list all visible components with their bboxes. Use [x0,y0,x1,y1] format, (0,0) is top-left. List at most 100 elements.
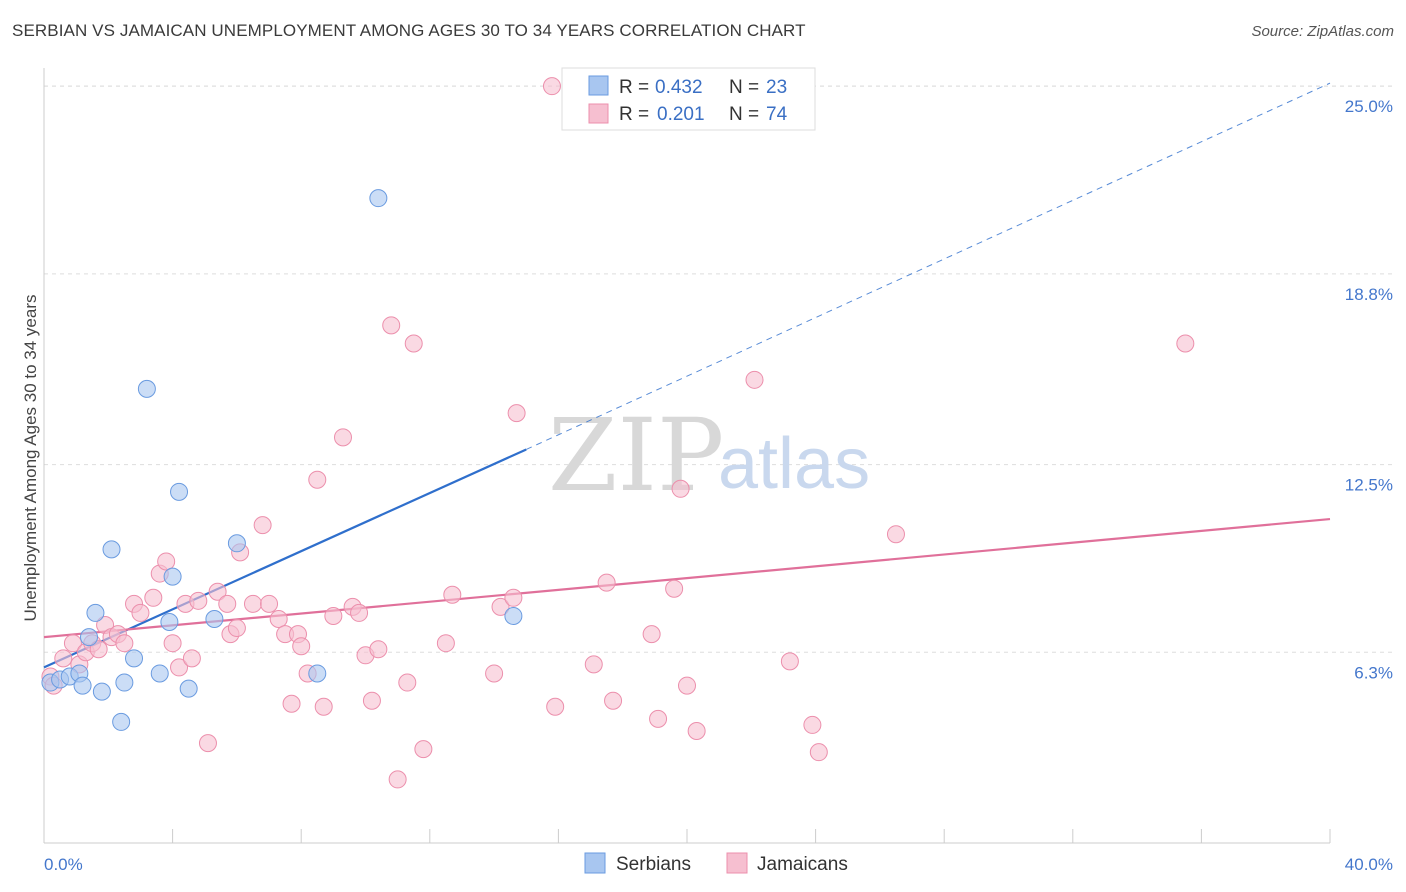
jamaican-point [745,370,764,389]
x-tick-label-min: 0.0% [44,855,83,874]
series-legend-label-serbians: Serbians [616,854,691,875]
jamaican-point [189,591,208,610]
jamaican-point [260,594,279,613]
x-tick-label-max: 40.0% [1345,855,1393,874]
legend-serbians-r-value: 0.432 [655,77,703,98]
jamaican-point [115,634,134,653]
serbian-point [160,613,179,632]
serbian-point [163,567,182,586]
serbian-point [125,649,144,668]
chart-source: Source: ZipAtlas.com [1251,23,1394,40]
watermark-atlas: atlas [718,424,870,504]
jamaican-point [542,77,561,96]
jamaican-point [89,640,108,659]
series-legend: Serbians Jamaicans [584,852,848,875]
legend-jamaicans-r-label: R = [619,104,649,125]
jamaican-point [491,597,510,616]
legend-jamaicans-n-label: N = [729,104,759,125]
jamaican-point [1176,334,1195,353]
jamaican-point [54,649,73,668]
jamaican-point [886,525,905,544]
jamaican-point [198,734,217,753]
axes [43,68,1331,844]
y-tick-label: 25.0% [1345,97,1393,116]
jamaican-point [350,603,369,622]
y-axis-label: Unemployment Among Ages 30 to 34 years [21,295,40,622]
y-tick-label: 18.8% [1345,285,1393,304]
legend-swatch-serbians [588,75,609,96]
jamaican-point [253,516,272,535]
trend-line-serbians-extension [526,82,1331,450]
serbian-point [504,606,523,625]
serbian-point [369,189,388,208]
x-tick-labels: 0.0% 40.0% [44,855,1393,874]
serbian-point [170,482,189,501]
y-tick-labels: 6.3% 12.5% 18.8% 25.0% [1345,97,1393,682]
data-points [41,77,1195,789]
jamaican-point [388,770,407,789]
series-legend-swatch-serbians [584,852,606,874]
correlation-legend: R = 0.432 N = 23 R = 0.201 N = 74 [561,67,816,131]
watermark: ZIP atlas [548,397,870,514]
jamaican-point [163,634,182,653]
jamaican-point [665,579,684,598]
serbian-point [80,628,99,647]
jamaican-point [597,573,616,592]
serbian-point [73,676,92,695]
jamaican-point [157,552,176,571]
jamaican-point [131,603,150,622]
jamaican-point [649,709,668,728]
jamaican-point [314,697,333,716]
jamaican-point [414,740,433,759]
jamaican-point [308,470,327,489]
jamaican-point [324,606,343,625]
legend-jamaicans-n-value: 74 [766,104,788,125]
serbian-point [308,664,327,683]
jamaican-point [436,634,455,653]
jamaican-point [292,637,311,656]
jamaican-point [362,691,381,710]
jamaican-point [803,715,822,734]
jamaican-point [809,743,828,762]
y-tick-label: 12.5% [1345,476,1393,495]
jamaican-point [282,694,301,713]
serbian-point [205,609,224,628]
jamaican-point [243,594,262,613]
jamaican-point [404,334,423,353]
jamaican-point [671,479,690,498]
jamaican-point [398,673,417,692]
jamaican-point [584,655,603,674]
legend-serbians-n-value: 23 [766,77,787,98]
serbian-point [112,712,131,731]
jamaican-point [382,316,401,335]
jamaican-point [678,676,696,695]
series-legend-swatch-jamaicans [726,852,748,874]
jamaican-point [333,428,352,447]
serbian-point [115,673,134,692]
jamaican-point [546,697,565,716]
jamaican-point [208,582,227,601]
jamaican-point [443,585,462,604]
jamaican-point [227,619,246,638]
jamaican-point [485,664,504,683]
jamaican-point [642,625,661,644]
serbian-point [150,664,169,683]
jamaican-point [218,594,237,613]
chart-title: SERBIAN VS JAMAICAN UNEMPLOYMENT AMONG A… [12,21,806,40]
legend-swatch-jamaicans [588,103,609,124]
jamaican-point [369,640,388,659]
jamaican-point [269,609,288,628]
grid-lines [44,85,1395,653]
serbian-point [179,679,198,698]
jamaican-point [504,588,523,607]
serbian-point [92,682,111,701]
legend-serbians-r-label: R = [619,77,649,98]
serbian-point [86,603,105,622]
watermark-zip: ZIP [548,397,724,514]
trend-line-jamaicans [43,517,1331,639]
legend-serbians-n-label: N = [729,77,759,98]
jamaican-point [182,649,201,668]
series-legend-label-jamaicans: Jamaicans [757,854,848,875]
jamaican-point [170,658,189,677]
